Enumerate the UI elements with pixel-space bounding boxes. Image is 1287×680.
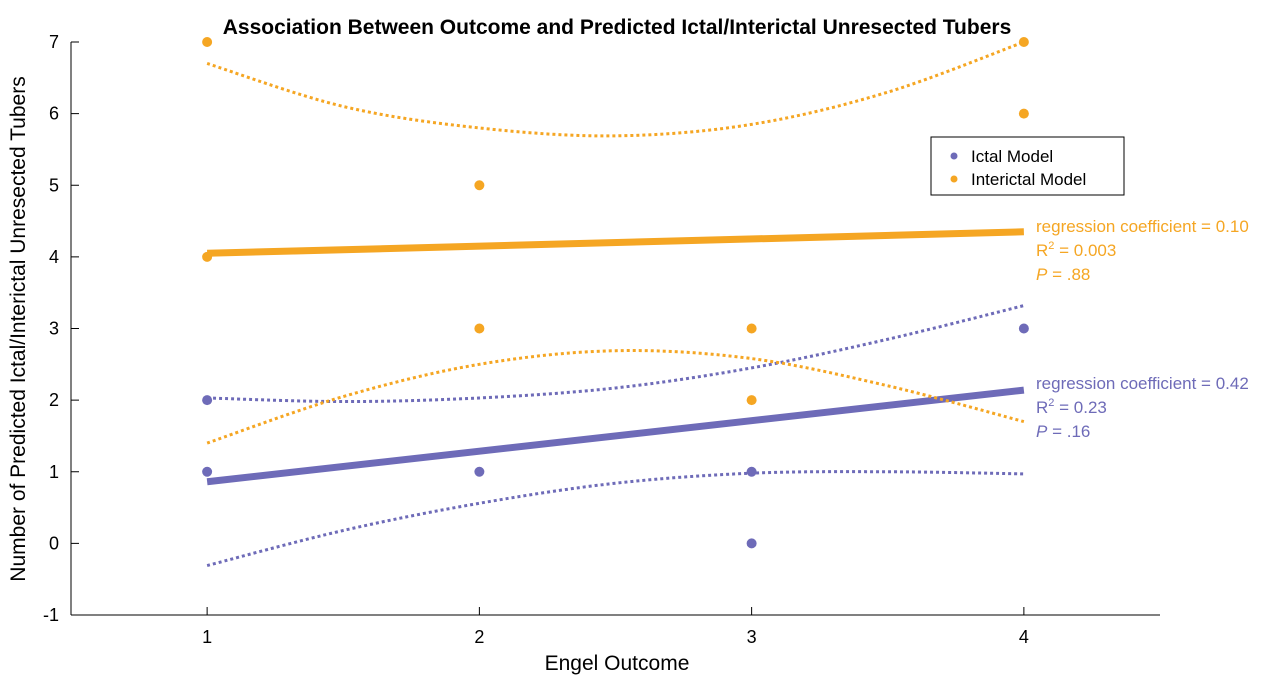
y-tick-label: 3 xyxy=(49,319,59,339)
ictal-p-text: P = .16 xyxy=(1036,422,1090,441)
ictal-point xyxy=(202,466,213,477)
y-axis-label: Number of Predicted Ictal/Interictal Unr… xyxy=(7,76,30,581)
x-axis-label: Engel Outcome xyxy=(545,652,690,675)
interictal-legend-label: Interictal Model xyxy=(971,170,1086,189)
ictal-point xyxy=(746,538,757,549)
interictal-point xyxy=(1018,37,1029,47)
chart-title: Association Between Outcome and Predicte… xyxy=(223,16,1012,39)
y-tick-label: 2 xyxy=(49,390,59,410)
interictal-point xyxy=(202,251,213,262)
ictal-point xyxy=(746,466,757,477)
y-tick-label: 0 xyxy=(49,533,59,553)
interictal-ci-upper xyxy=(206,40,1025,138)
ictal-point xyxy=(202,395,213,406)
legend: Ictal Model Interictal Model xyxy=(930,136,1125,196)
y-tick-label: 1 xyxy=(49,462,59,482)
y-tick-label: 6 xyxy=(49,104,59,124)
interictal-point xyxy=(746,395,757,406)
interictal-p-text: P = .88 xyxy=(1036,265,1090,284)
x-tick-label: 2 xyxy=(474,627,484,647)
x-tick-label: 1 xyxy=(202,627,212,647)
ictal-coef-text: regression coefficient = 0.42 xyxy=(1036,374,1249,393)
legend-box xyxy=(930,136,1125,196)
ictal-ci-upper xyxy=(207,304,1025,404)
ictal-ci-lower xyxy=(206,470,1024,568)
interictal-legend-marker xyxy=(950,175,958,183)
ictal-point xyxy=(1018,323,1029,334)
interictal-point xyxy=(474,323,485,334)
ictal-legend-marker xyxy=(950,152,958,160)
ictal-point xyxy=(474,466,485,477)
plot-area: -1 0 1 2 3 4 5 6 7 1 2 3 4 xyxy=(43,32,1160,647)
ictal-r2-text: R2 = 0.23 xyxy=(1036,397,1107,417)
y-tick-label: -1 xyxy=(43,605,59,625)
interictal-r2-text: R2 = 0.003 xyxy=(1036,240,1116,260)
interictal-point xyxy=(1018,108,1029,119)
interictal-point xyxy=(474,180,485,191)
interictal-ci-lower xyxy=(206,349,1025,445)
interictal-regression-line xyxy=(207,228,1024,257)
x-tick-label: 4 xyxy=(1019,627,1029,647)
interictal-point xyxy=(202,37,213,47)
ictal-regression-line xyxy=(206,386,1025,486)
interictal-point xyxy=(746,323,757,334)
interictal-coef-text: regression coefficient = 0.10 xyxy=(1036,217,1249,236)
y-tick-label: 4 xyxy=(49,247,59,267)
y-tick-label: 5 xyxy=(49,175,59,195)
y-tick-label: 7 xyxy=(49,32,59,52)
annotations: regression coefficient = 0.10 R2 = 0.003 P… xyxy=(1036,217,1249,441)
x-tick-label: 3 xyxy=(747,627,757,647)
ictal-legend-label: Ictal Model xyxy=(971,147,1053,166)
